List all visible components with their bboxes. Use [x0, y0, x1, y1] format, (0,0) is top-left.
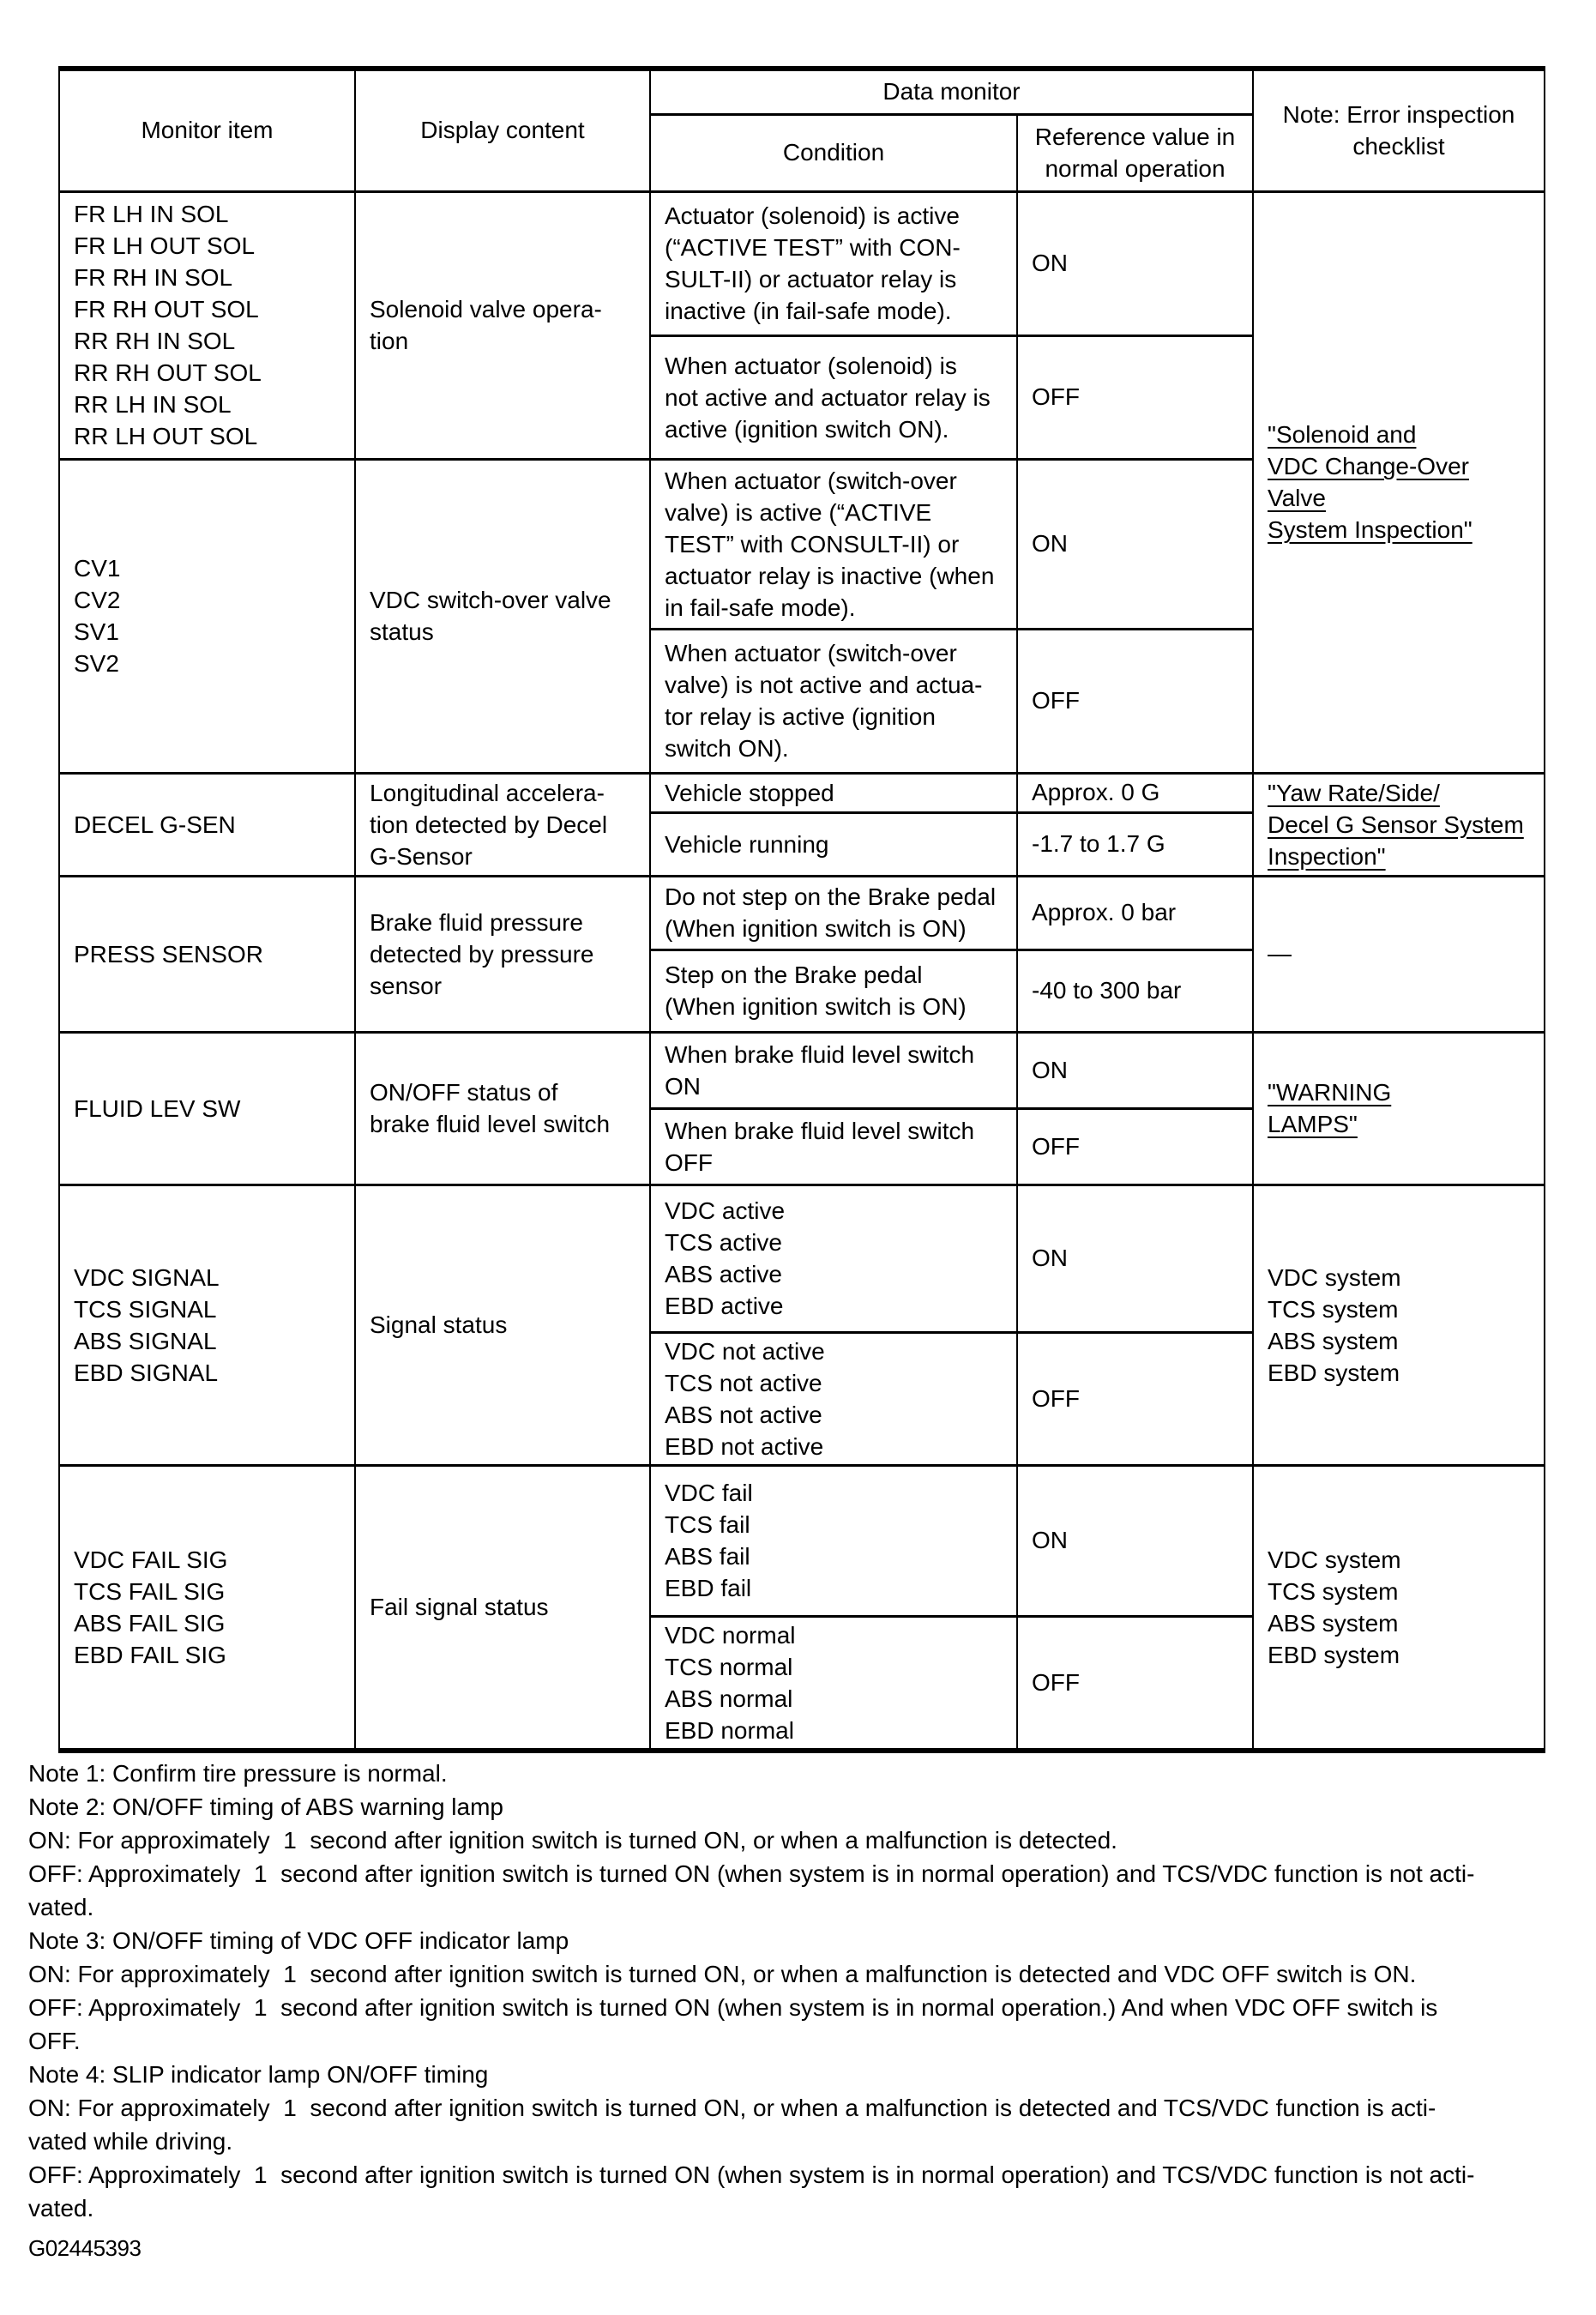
note-cell: "Solenoid and VDC Change-Over Valve Syst… — [1252, 190, 1545, 775]
table-row: VDC SIGNAL TCS SIGNAL ABS SIGNAL EBD SIG… — [58, 1183, 1545, 1467]
reference-value-cell: ON — [1016, 1030, 1254, 1110]
table-row: Step on the Brake pedal (When ignition s… — [59, 948, 1545, 1034]
condition-cell: Vehicle running — [649, 811, 1018, 877]
reference-value-cell: ON — [1016, 1463, 1254, 1618]
table-row: Vehicle running -1.7 to 1.7 G — [59, 811, 1545, 877]
data-monitor-header: Data monitor — [649, 67, 1254, 116]
table-row: When actuator (solenoid) is not active a… — [59, 334, 1545, 461]
table-row: DECEL G-SEN Longitudinal accelera- tion … — [58, 771, 1545, 877]
table-row: CV1 CV2 SV1 SV2 VDC switch-over valve st… — [58, 457, 1545, 775]
reference-value-cell: OFF — [1016, 627, 1254, 775]
condition-cell: When actuator (switch-over valve) is not… — [649, 627, 1018, 775]
monitor-item-header: Monitor item — [58, 67, 356, 193]
data-monitor-table: Monitor item Display content Data monito… — [58, 66, 1545, 1753]
table-row: VDC not active TCS not active ABS not ac… — [59, 1330, 1545, 1467]
condition-cell: VDC normal TCS normal ABS normal EBD nor… — [649, 1614, 1018, 1751]
display-content-cell: Signal status — [354, 1183, 651, 1467]
note-link[interactable]: "WARNING LAMPS" — [1268, 1079, 1392, 1137]
condition-cell: When brake fluid level switch OFF — [649, 1106, 1018, 1186]
monitor-items-cell: FLUID LEV SW — [58, 1030, 356, 1186]
monitor-items-cell: PRESS SENSOR — [58, 874, 356, 1034]
table-row: FLUID LEV SW ON/OFF status of brake flui… — [58, 1030, 1545, 1186]
note-cell: "Yaw Rate/Side/ Decel G Sensor System In… — [1252, 771, 1545, 877]
table-row: PRESS SENSOR Brake fluid pressure detect… — [58, 874, 1545, 1034]
reference-value-cell: ON — [1016, 457, 1254, 630]
reference-value-cell: OFF — [1016, 1330, 1254, 1467]
display-content-cell: Solenoid valve opera- tion — [354, 190, 651, 461]
reference-value-cell: OFF — [1016, 334, 1254, 461]
note-cell: "WARNING LAMPS" — [1252, 1030, 1545, 1186]
table-row: FR LH IN SOL FR LH OUT SOL FR RH IN SOL … — [58, 190, 1545, 775]
reference-value-cell: OFF — [1016, 1614, 1254, 1751]
display-content-cell: VDC switch-over valve status — [354, 457, 651, 775]
table-row: When brake fluid level switch OFF OFF — [59, 1106, 1545, 1186]
header-row-top: Monitor item Display content Data monito… — [58, 67, 1545, 193]
monitor-items-cell: DECEL G-SEN — [58, 771, 356, 877]
display-content-cell: Longitudinal accelera- tion detected by … — [354, 771, 651, 877]
condition-cell: When actuator (switch-over valve) is act… — [649, 457, 1018, 630]
monitor-items-cell: CV1 CV2 SV1 SV2 — [58, 457, 356, 775]
em-dash: — — [1268, 940, 1292, 967]
monitor-items-cell: FR LH IN SOL FR LH OUT SOL FR RH IN SOL … — [58, 190, 356, 461]
note-cell: VDC system TCS system ABS system EBD sys… — [1252, 1183, 1545, 1467]
condition-cell: VDC not active TCS not active ABS not ac… — [649, 1330, 1018, 1467]
figure-id: G02445393 — [28, 2235, 142, 2261]
note-link[interactable]: "Solenoid and VDC Change-Over Valve Syst… — [1268, 421, 1473, 543]
reference-value-cell: ON — [1016, 190, 1254, 337]
condition-cell: Actuator (solenoid) is active (“ACTIVE T… — [649, 190, 1018, 337]
monitor-items-cell: VDC FAIL SIG TCS FAIL SIG ABS FAIL SIG E… — [58, 1463, 356, 1751]
table-row: VDC normal TCS normal ABS normal EBD nor… — [59, 1614, 1545, 1751]
display-content-cell: Brake fluid pressure detected by pressur… — [354, 874, 651, 1034]
condition-cell: When brake fluid level switch ON — [649, 1030, 1018, 1110]
reference-value-cell: -1.7 to 1.7 G — [1016, 811, 1254, 877]
reference-value-cell: Approx. 0 G — [1016, 771, 1254, 814]
note-link[interactable]: "Yaw Rate/Side/ Decel G Sensor System In… — [1268, 779, 1524, 870]
reference-value-cell: Approx. 0 bar — [1016, 874, 1254, 951]
condition-cell: Do not step on the Brake pedal (When ign… — [649, 874, 1018, 951]
condition-cell: VDC active TCS active ABS active EBD act… — [649, 1183, 1018, 1334]
condition-cell: VDC fail TCS fail ABS fail EBD fail — [649, 1463, 1018, 1618]
table-row: When actuator (switch-over valve) is not… — [59, 627, 1545, 775]
condition-cell: Vehicle stopped — [649, 771, 1018, 814]
note-cell: VDC system TCS system ABS system EBD sys… — [1252, 1463, 1545, 1751]
note-cell: — — [1252, 874, 1545, 1034]
condition-header: Condition — [649, 112, 1018, 193]
monitor-items-cell: VDC SIGNAL TCS SIGNAL ABS SIGNAL EBD SIG… — [58, 1183, 356, 1467]
display-content-cell: ON/OFF status of brake fluid level switc… — [354, 1030, 651, 1186]
reference-value-header: Reference value in normal operation — [1016, 112, 1254, 193]
display-content-cell: Fail signal status — [354, 1463, 651, 1751]
notes-section: Note 1: Confirm tire pressure is normal.… — [28, 1760, 1475, 2222]
condition-cell: When actuator (solenoid) is not active a… — [649, 334, 1018, 461]
reference-value-cell: ON — [1016, 1183, 1254, 1334]
table-row: VDC FAIL SIG TCS FAIL SIG ABS FAIL SIG E… — [58, 1463, 1545, 1751]
reference-value-cell: OFF — [1016, 1106, 1254, 1186]
note-header: Note: Error inspection checklist — [1252, 67, 1545, 193]
display-content-header: Display content — [354, 67, 651, 193]
reference-value-cell: -40 to 300 bar — [1016, 948, 1254, 1034]
header-row-sub: Condition Reference value in normal oper… — [59, 112, 1545, 193]
condition-cell: Step on the Brake pedal (When ignition s… — [649, 948, 1018, 1034]
